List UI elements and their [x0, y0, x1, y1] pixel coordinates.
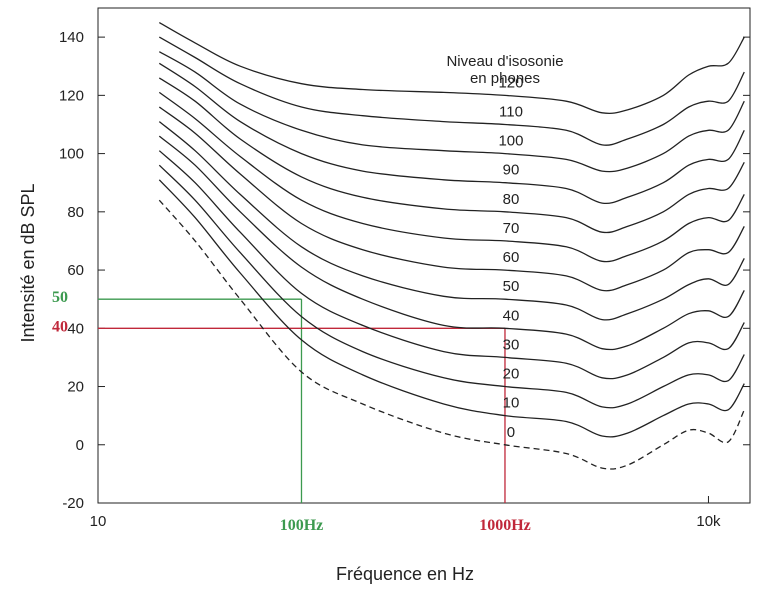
loudness-curve [158, 22, 745, 115]
loudness-curve [158, 62, 745, 205]
reference-freq-label: 100Hz [280, 517, 324, 534]
reference-freq-label: 1000Hz [479, 517, 531, 534]
loudness-curve [158, 199, 745, 470]
x-axis-title: Fréquence en Hz [336, 564, 474, 584]
loudness-curve [158, 36, 745, 146]
curve-label: 10 [503, 395, 520, 412]
y-tick-label: 120 [59, 87, 84, 104]
loudness-curve [158, 121, 745, 321]
y-tick-label: -20 [62, 495, 84, 512]
curve-label: 80 [503, 191, 520, 208]
curve-label: 60 [503, 249, 520, 266]
x-tick-label: 10 [90, 513, 107, 530]
curve-label: 90 [503, 162, 520, 179]
reference-level-label: 50 [52, 289, 68, 306]
curve-label: 70 [503, 220, 520, 237]
loudness-curve [158, 106, 745, 292]
curve-label: 50 [503, 278, 520, 295]
curve-label: 30 [503, 336, 520, 353]
loudness-curve [158, 91, 745, 263]
curve-label: 110 [499, 103, 523, 120]
plot-frame [97, 7, 751, 504]
legend-title-line-1: Niveau d'isosonie [446, 53, 563, 70]
y-axis-title: Intensité en dB SPL [18, 183, 38, 342]
loudness-curves [158, 22, 745, 470]
reference-lines: 50 100Hz 40 1000Hz [52, 289, 531, 534]
y-tick-label: 80 [67, 204, 84, 221]
loudness-curve [158, 164, 745, 409]
y-tick-label: 60 [67, 262, 84, 279]
loudness-curve [158, 51, 745, 173]
loudness-curve [158, 135, 745, 351]
y-tick-label: 0 [76, 437, 84, 454]
curve-label: 100 [498, 133, 523, 150]
loudness-curve [158, 179, 745, 438]
y-tick-label: 40 [67, 320, 84, 337]
curve-label: 0 [507, 424, 515, 441]
curve-label: 40 [503, 307, 520, 324]
loudness-curve [158, 77, 745, 234]
y-tick-label: 20 [67, 379, 84, 396]
curve-label: 20 [503, 366, 520, 383]
x-tick-label: 10k [696, 513, 721, 530]
y-tick-label: 140 [59, 29, 84, 46]
curve-label: 120 [498, 74, 523, 91]
legend-title-line-2: en phones [470, 70, 540, 87]
reference-level-label: 40 [52, 318, 68, 335]
loudness-curve [158, 150, 745, 380]
y-tick-label: 100 [59, 146, 84, 163]
